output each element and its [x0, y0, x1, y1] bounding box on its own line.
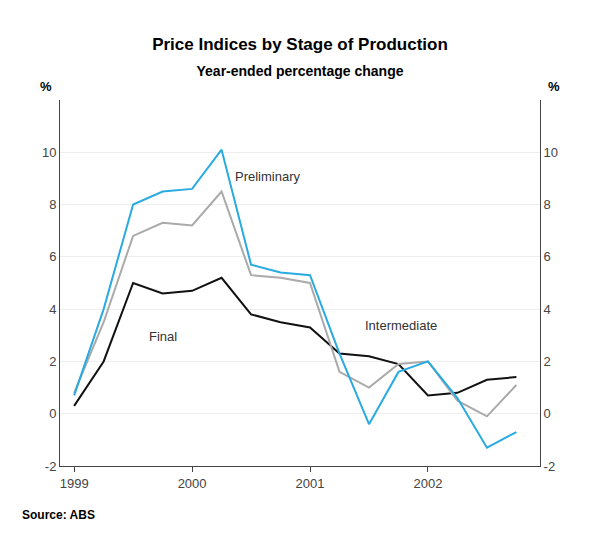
- svg-text:10: 10: [42, 145, 56, 160]
- svg-text:2: 2: [544, 354, 551, 369]
- svg-text:0: 0: [49, 406, 56, 421]
- svg-text:8: 8: [49, 197, 56, 212]
- svg-text:6: 6: [49, 249, 56, 264]
- svg-text:2001: 2001: [296, 476, 325, 491]
- svg-text:6: 6: [544, 249, 551, 264]
- svg-text:%: %: [40, 79, 52, 94]
- svg-text:0: 0: [544, 406, 551, 421]
- svg-text:4: 4: [49, 302, 56, 317]
- svg-text:Final: Final: [149, 329, 177, 344]
- svg-text:Source: ABS: Source: ABS: [22, 508, 95, 522]
- svg-text:-2: -2: [544, 459, 556, 474]
- svg-text:Intermediate: Intermediate: [365, 318, 437, 333]
- svg-text:8: 8: [544, 197, 551, 212]
- svg-text:2: 2: [49, 354, 56, 369]
- svg-text:1999: 1999: [60, 476, 89, 491]
- svg-text:Price Indices by Stage of Prod: Price Indices by Stage of Production: [152, 35, 448, 54]
- svg-text:-2: -2: [45, 459, 57, 474]
- svg-text:Year-ended percentage change: Year-ended percentage change: [197, 63, 404, 79]
- svg-text:4: 4: [544, 302, 551, 317]
- svg-text:2002: 2002: [413, 476, 442, 491]
- svg-text:Preliminary: Preliminary: [235, 169, 301, 184]
- svg-text:%: %: [548, 79, 560, 94]
- svg-text:10: 10: [544, 145, 558, 160]
- svg-text:2000: 2000: [178, 476, 207, 491]
